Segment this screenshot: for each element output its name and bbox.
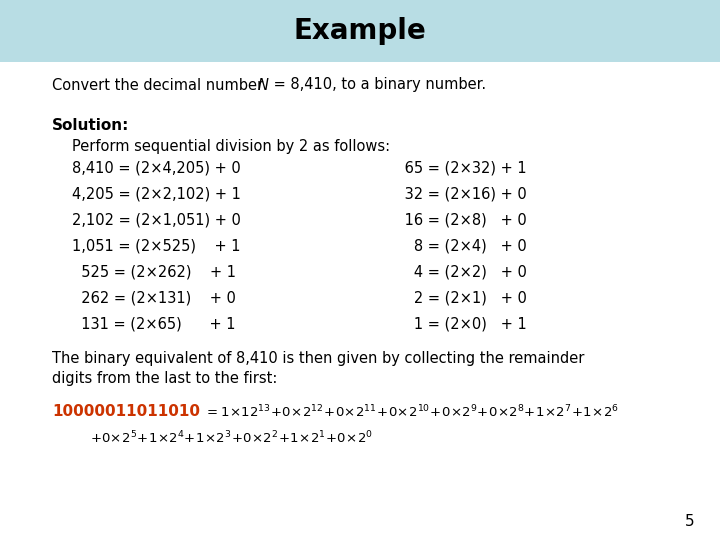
Text: The binary equivalent of 8,410 is then given by collecting the remainder: The binary equivalent of 8,410 is then g… [52,350,585,366]
Text: Perform sequential division by 2 as follows:: Perform sequential division by 2 as foll… [72,139,390,154]
Text: = 8,410, to a binary number.: = 8,410, to a binary number. [269,78,486,92]
Text: Convert the decimal number: Convert the decimal number [52,78,268,92]
Text: 8 = (2×4)   + 0: 8 = (2×4) + 0 [400,239,527,253]
Text: 4 = (2×2)   + 0: 4 = (2×2) + 0 [400,265,527,280]
Text: 32 = (2×16) + 0: 32 = (2×16) + 0 [400,186,527,201]
Text: 16 = (2×8)   + 0: 16 = (2×8) + 0 [400,213,527,227]
Text: 131 = (2×65)      + 1: 131 = (2×65) + 1 [72,316,235,332]
Text: 8,410 = (2×4,205) + 0: 8,410 = (2×4,205) + 0 [72,160,240,176]
Text: N: N [258,78,269,92]
FancyBboxPatch shape [0,0,720,62]
Text: $+ 0\!\times\!2^{5}\!+\!1\!\times\!2^{4}\!+\!1\!\times\!2^{3}\!+\!0\!\times\!2^{: $+ 0\!\times\!2^{5}\!+\!1\!\times\!2^{4}… [90,430,373,446]
Text: 10000011011010: 10000011011010 [52,404,200,420]
Text: 4,205 = (2×2,102) + 1: 4,205 = (2×2,102) + 1 [72,186,241,201]
Text: Solution:: Solution: [52,118,130,132]
Text: 2 = (2×1)   + 0: 2 = (2×1) + 0 [400,291,527,306]
Text: 1 = (2×0)   + 1: 1 = (2×0) + 1 [400,316,527,332]
Text: 5: 5 [685,515,695,530]
Text: 262 = (2×131)    + 0: 262 = (2×131) + 0 [72,291,236,306]
Text: digits from the last to the first:: digits from the last to the first: [52,370,277,386]
Text: 65 = (2×32) + 1: 65 = (2×32) + 1 [400,160,526,176]
Text: 525 = (2×262)    + 1: 525 = (2×262) + 1 [72,265,236,280]
Text: Example: Example [294,17,426,45]
Text: $= 1\!\times\!12^{13}\!+\!0\!\times\!2^{12}\!+\!0\!\times\!2^{11}\!+\!0\!\times\: $= 1\!\times\!12^{13}\!+\!0\!\times\!2^{… [200,404,618,420]
Text: 2,102 = (2×1,051) + 0: 2,102 = (2×1,051) + 0 [72,213,241,227]
Text: 1,051 = (2×525)    + 1: 1,051 = (2×525) + 1 [72,239,240,253]
